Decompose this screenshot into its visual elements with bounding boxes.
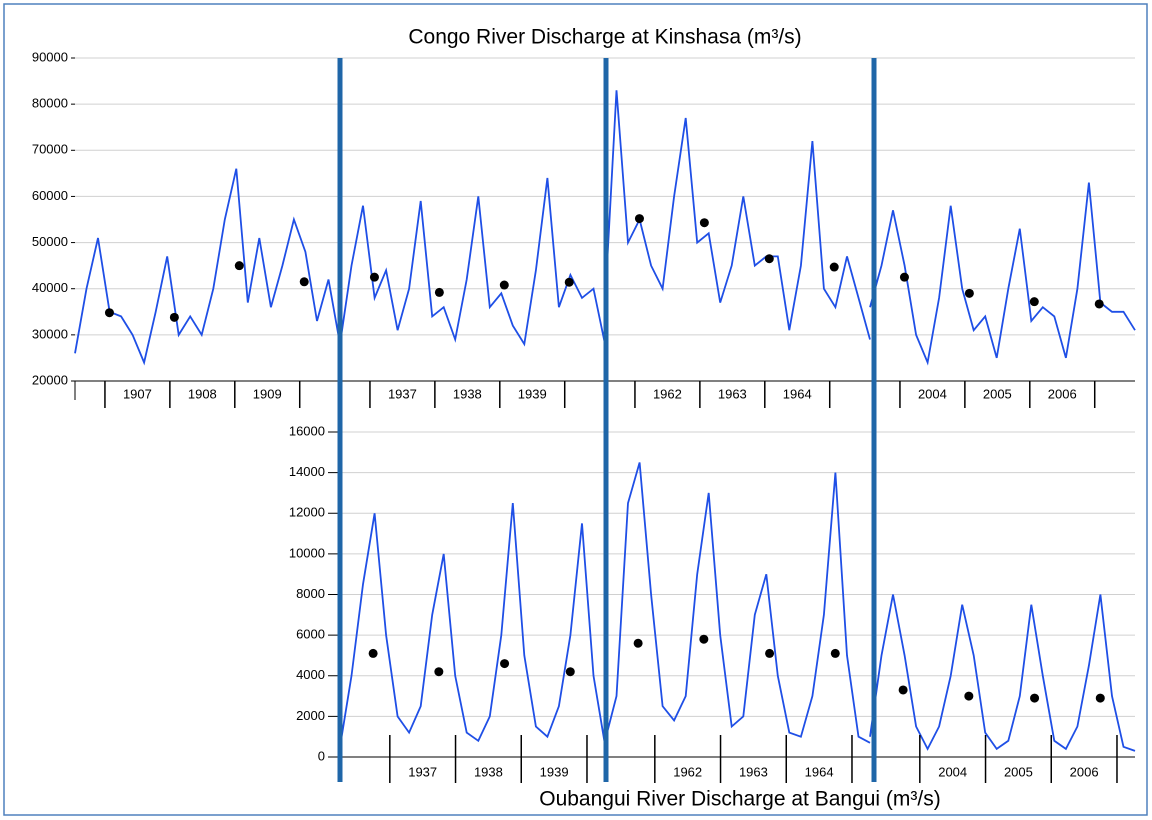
mean-dot xyxy=(368,648,378,658)
y-tick-label: 0 xyxy=(318,748,325,763)
mean-dot xyxy=(830,648,840,658)
mean-dot xyxy=(564,277,574,287)
y-tick-label: 12000 xyxy=(289,505,325,520)
year-label: 2004 xyxy=(918,386,947,401)
year-label: 1938 xyxy=(453,386,482,401)
mean-dot xyxy=(829,262,839,272)
year-label: 1907 xyxy=(123,386,152,401)
chart-title: Oubangui River Discharge at Bangui (m³/s… xyxy=(539,788,941,811)
mean-dot xyxy=(898,685,908,695)
year-label: 1937 xyxy=(388,386,417,401)
discharge-line xyxy=(339,177,606,347)
mean-dot xyxy=(434,287,444,297)
mean-dot xyxy=(633,638,643,648)
frame xyxy=(3,3,1148,816)
mean-dot xyxy=(634,214,644,224)
y-tick-label: 10000 xyxy=(289,545,325,560)
year-label: 2005 xyxy=(983,386,1012,401)
mean-dot xyxy=(964,288,974,298)
chart-title: Congo River Discharge at Kinshasa (m³/s) xyxy=(408,26,801,49)
y-tick-label: 2000 xyxy=(296,708,325,723)
year-label: 2005 xyxy=(1004,764,1033,779)
discharge-line xyxy=(74,168,341,366)
year-label: 1939 xyxy=(540,764,569,779)
year-label: 2004 xyxy=(938,764,967,779)
discharge-line xyxy=(869,594,1136,752)
mean-dot xyxy=(299,277,309,287)
mean-dot xyxy=(699,634,709,644)
mean-dot xyxy=(1030,693,1040,703)
y-tick-label: 20000 xyxy=(32,372,68,387)
mean-dot xyxy=(1095,693,1105,703)
y-tick-label: 40000 xyxy=(32,280,68,295)
discharge-line xyxy=(339,503,606,747)
mean-dot xyxy=(234,261,244,271)
y-tick-label: 4000 xyxy=(296,667,325,682)
mean-dot xyxy=(899,272,909,282)
year-label: 1963 xyxy=(718,386,747,401)
year-label: 2006 xyxy=(1070,764,1099,779)
mean-dot xyxy=(699,218,709,228)
y-tick-label: 80000 xyxy=(32,96,68,111)
y-tick-label: 8000 xyxy=(296,586,325,601)
year-label: 1909 xyxy=(253,386,282,401)
mean-dot xyxy=(369,272,379,282)
y-tick-label: 14000 xyxy=(289,464,325,479)
y-tick-label: 50000 xyxy=(32,234,68,249)
year-label: 2006 xyxy=(1048,386,1077,401)
mean-dot xyxy=(500,659,510,669)
mean-dot xyxy=(499,280,509,290)
mean-dot xyxy=(964,691,974,701)
y-tick-label: 90000 xyxy=(32,49,68,64)
mean-dot xyxy=(1029,297,1039,307)
y-tick-label: 60000 xyxy=(32,188,68,203)
y-tick-label: 6000 xyxy=(296,627,325,642)
mean-dot xyxy=(765,648,775,658)
mean-dot xyxy=(434,667,444,677)
mean-dot xyxy=(764,254,774,264)
mean-dot xyxy=(565,667,575,677)
year-label: 1964 xyxy=(783,386,812,401)
y-tick-label: 30000 xyxy=(32,326,68,341)
mean-dot xyxy=(1094,299,1104,309)
y-tick-label: 16000 xyxy=(289,423,325,438)
year-label: 1962 xyxy=(653,386,682,401)
year-label: 1964 xyxy=(805,764,834,779)
mean-dot xyxy=(169,312,179,322)
discharge-line xyxy=(604,462,871,744)
mean-dot xyxy=(104,308,114,318)
y-tick-label: 70000 xyxy=(32,142,68,157)
discharge-line xyxy=(604,90,871,340)
discharge-line xyxy=(869,182,1136,366)
year-label: 1962 xyxy=(673,764,702,779)
year-label: 1939 xyxy=(518,386,547,401)
year-label: 1963 xyxy=(739,764,768,779)
year-label: 1938 xyxy=(474,764,503,779)
year-label: 1908 xyxy=(188,386,217,401)
year-label: 1937 xyxy=(408,764,437,779)
